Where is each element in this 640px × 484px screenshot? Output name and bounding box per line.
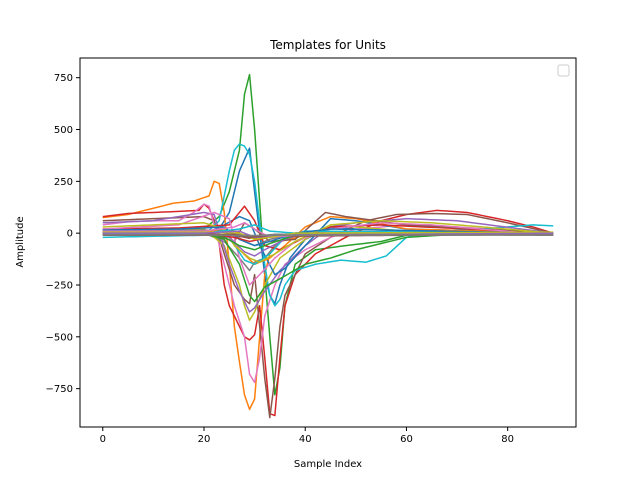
plot-frame bbox=[79, 57, 577, 428]
x-axis: 0 20 40 60 80 bbox=[100, 427, 514, 445]
series-line-3 bbox=[102, 203, 554, 417]
y-tick-label: 250 bbox=[54, 177, 73, 188]
x-tick-label: 0 bbox=[100, 434, 106, 445]
y-tick-label: −250 bbox=[46, 280, 73, 291]
series-line-28 bbox=[102, 231, 554, 241]
x-tick-label: 80 bbox=[501, 434, 514, 445]
legend-box bbox=[557, 64, 570, 77]
chart-title: Templates for Units bbox=[269, 38, 386, 52]
y-tick-label: 500 bbox=[54, 125, 73, 136]
series-line-31 bbox=[102, 234, 554, 237]
y-tick-label: −500 bbox=[46, 332, 73, 343]
x-tick-label: 20 bbox=[198, 434, 211, 445]
x-tick-label: 40 bbox=[299, 434, 312, 445]
x-axis-label: Sample Index bbox=[294, 459, 362, 470]
series-line-18 bbox=[102, 219, 554, 263]
x-tick-label: 60 bbox=[400, 434, 413, 445]
y-tick-label: 0 bbox=[67, 229, 73, 240]
series-layer bbox=[102, 73, 554, 419]
y-tick-label: 750 bbox=[54, 73, 73, 84]
y-axis: −750 −500 −250 0 250 500 750 bbox=[46, 73, 80, 395]
y-tick-label: −750 bbox=[46, 384, 73, 395]
y-axis-label: Amplitude bbox=[15, 216, 26, 267]
